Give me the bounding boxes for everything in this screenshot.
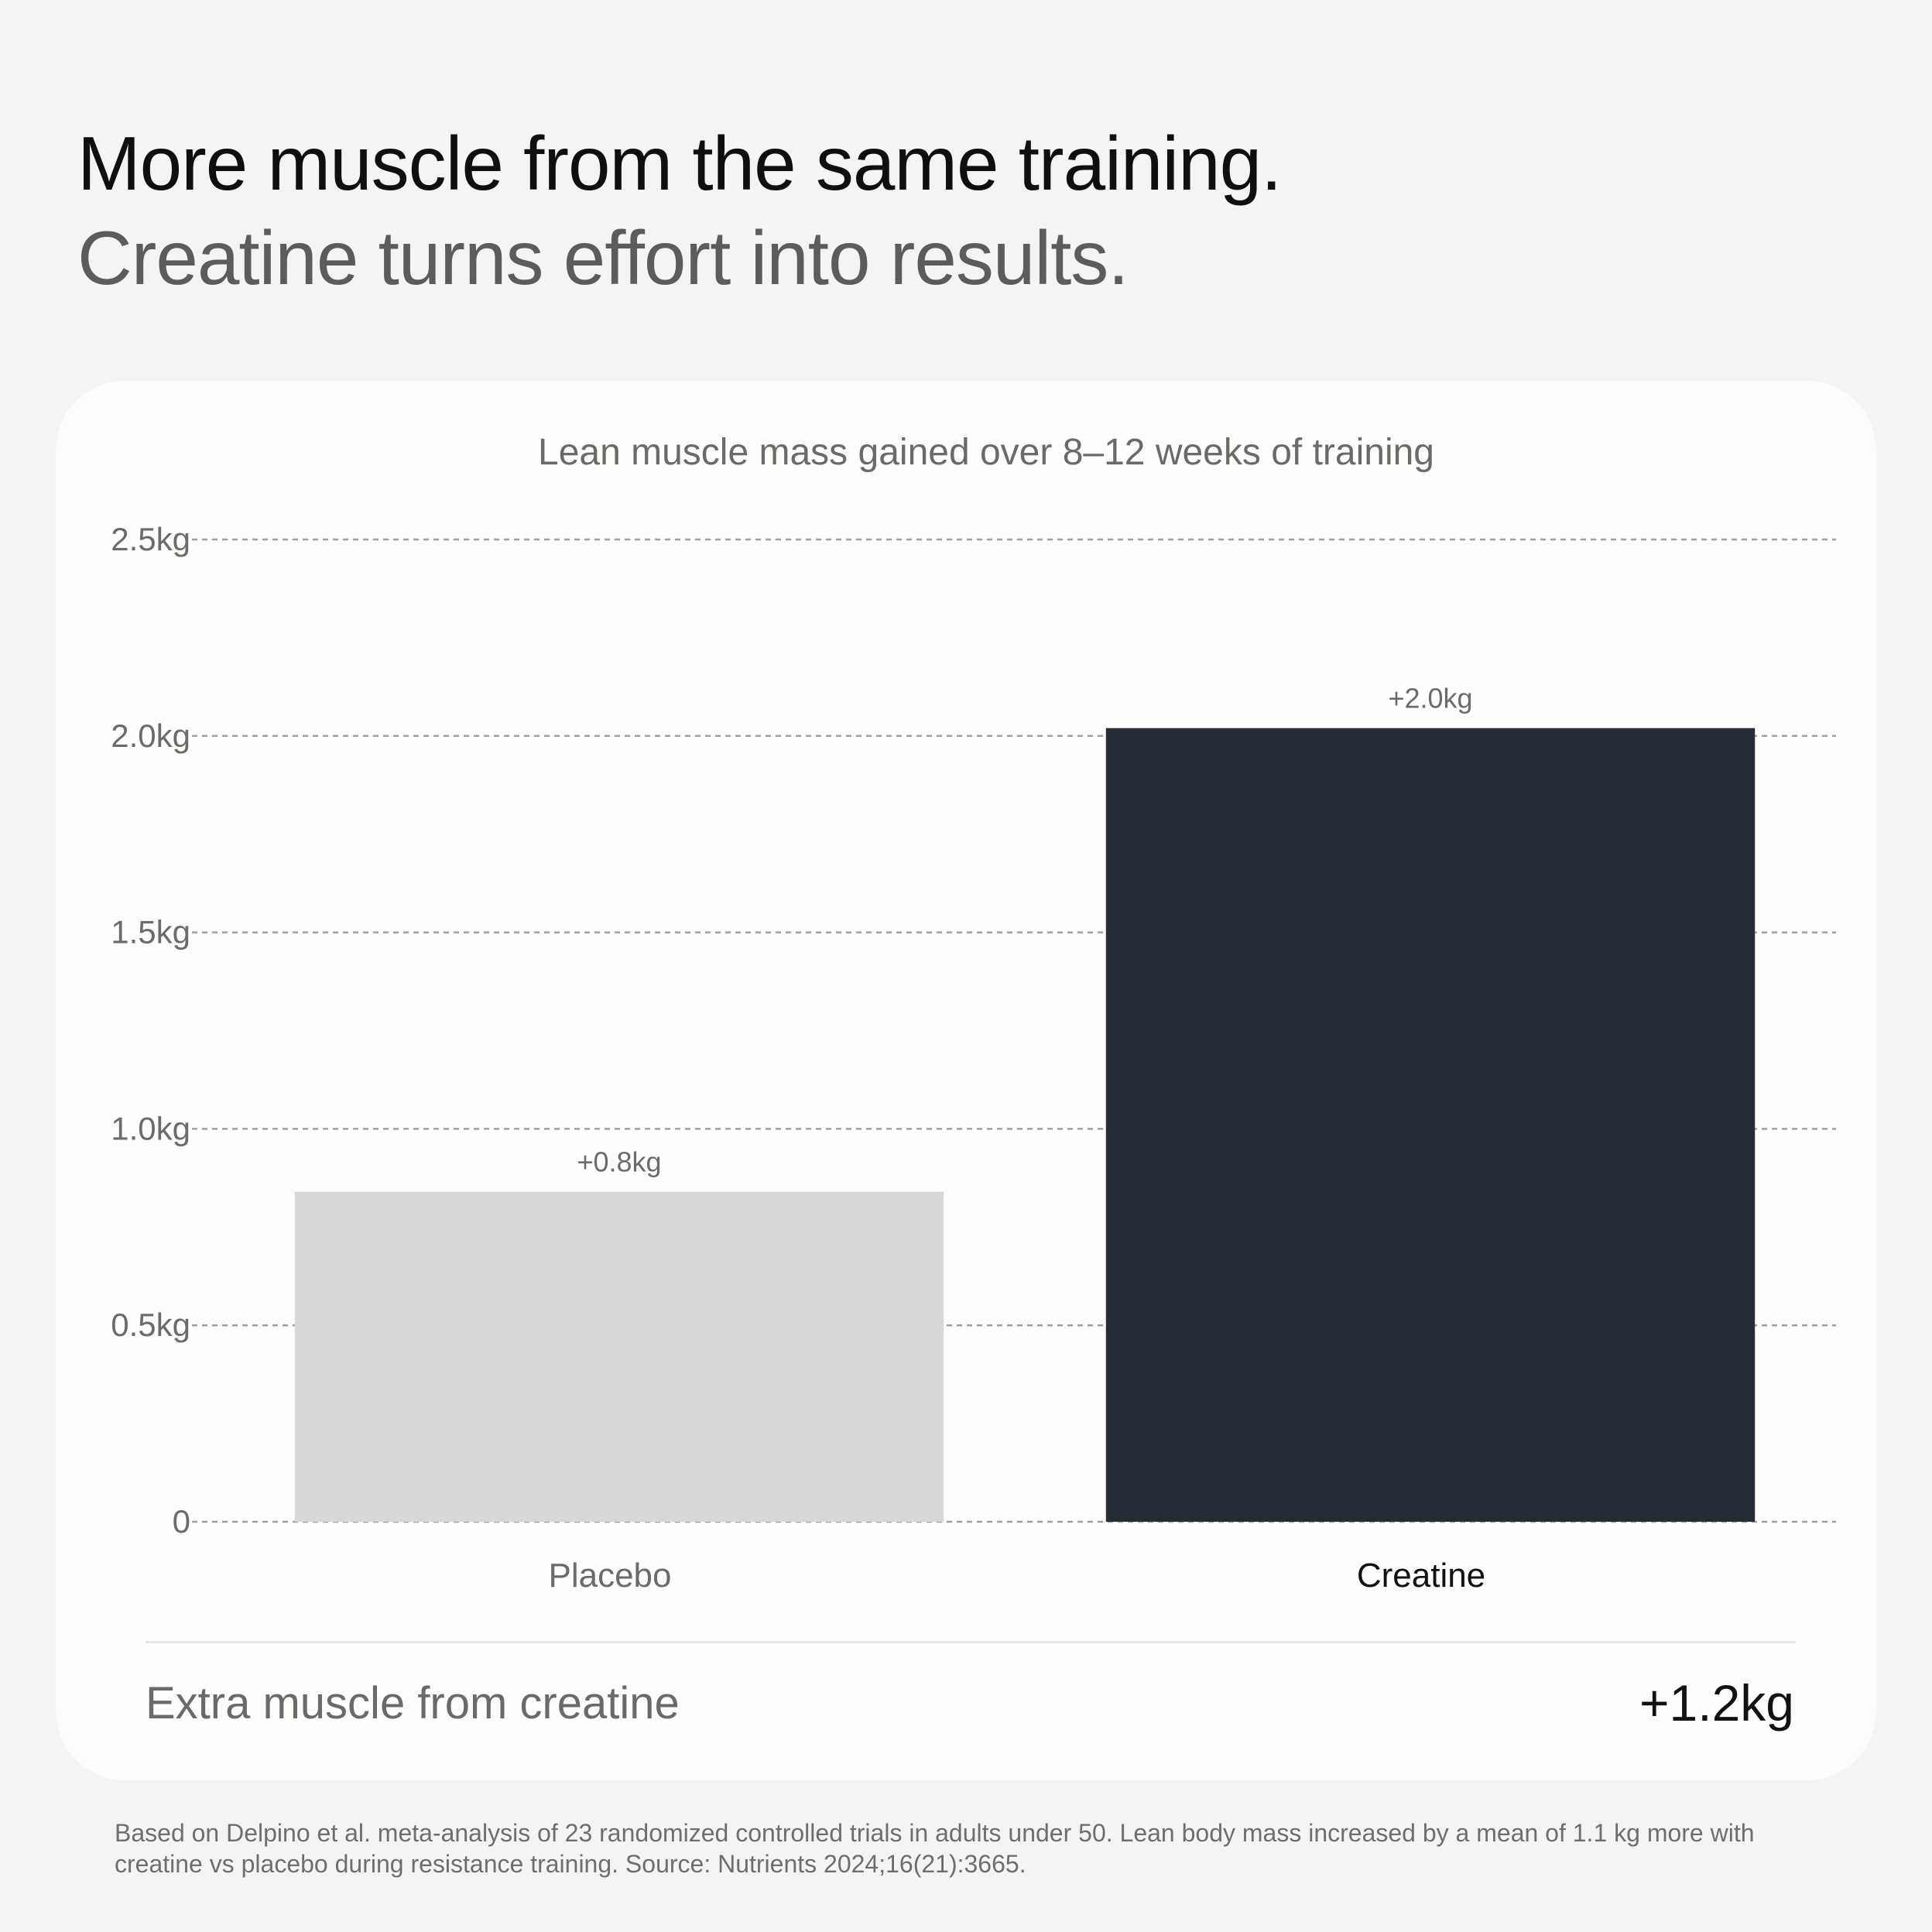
- bar-value-label: +2.0kg: [1388, 683, 1472, 714]
- divider: [146, 1641, 1796, 1643]
- bar-value-label: +0.8kg: [577, 1146, 661, 1178]
- bar-creatine: [1105, 728, 1756, 1523]
- headline: More muscle from the same training. Crea…: [77, 116, 1282, 305]
- chart-title: Lean muscle mass gained over 8–12 weeks …: [538, 432, 1434, 473]
- page-title: More muscle from the same training.: [77, 121, 1282, 206]
- summary-label: Extra muscle from creatine: [146, 1678, 680, 1728]
- y-tick-label: 2.0kg: [111, 718, 190, 754]
- source-footnote: Based on Delpino et al. meta-analysis of…: [115, 1819, 1755, 1878]
- y-tick-label: 0.5kg: [111, 1307, 190, 1343]
- category-label: Creatine: [1357, 1557, 1485, 1595]
- summary-value: +1.2kg: [1639, 1674, 1794, 1732]
- chart-card: Lean muscle mass gained over 8–12 weeks …: [56, 381, 1876, 1780]
- y-tick-label: 0: [173, 1503, 190, 1540]
- bar-placebo: [294, 1191, 944, 1522]
- page-subtitle: Creatine turns effort into results.: [77, 215, 1129, 300]
- y-tick-label: 1.5kg: [111, 914, 190, 951]
- bar-chart: Lean muscle mass gained over 8–12 weeks …: [111, 432, 1836, 1595]
- y-tick-label: 2.5kg: [111, 521, 190, 557]
- y-tick-label: 1.0kg: [111, 1110, 190, 1146]
- category-label: Placebo: [548, 1557, 671, 1595]
